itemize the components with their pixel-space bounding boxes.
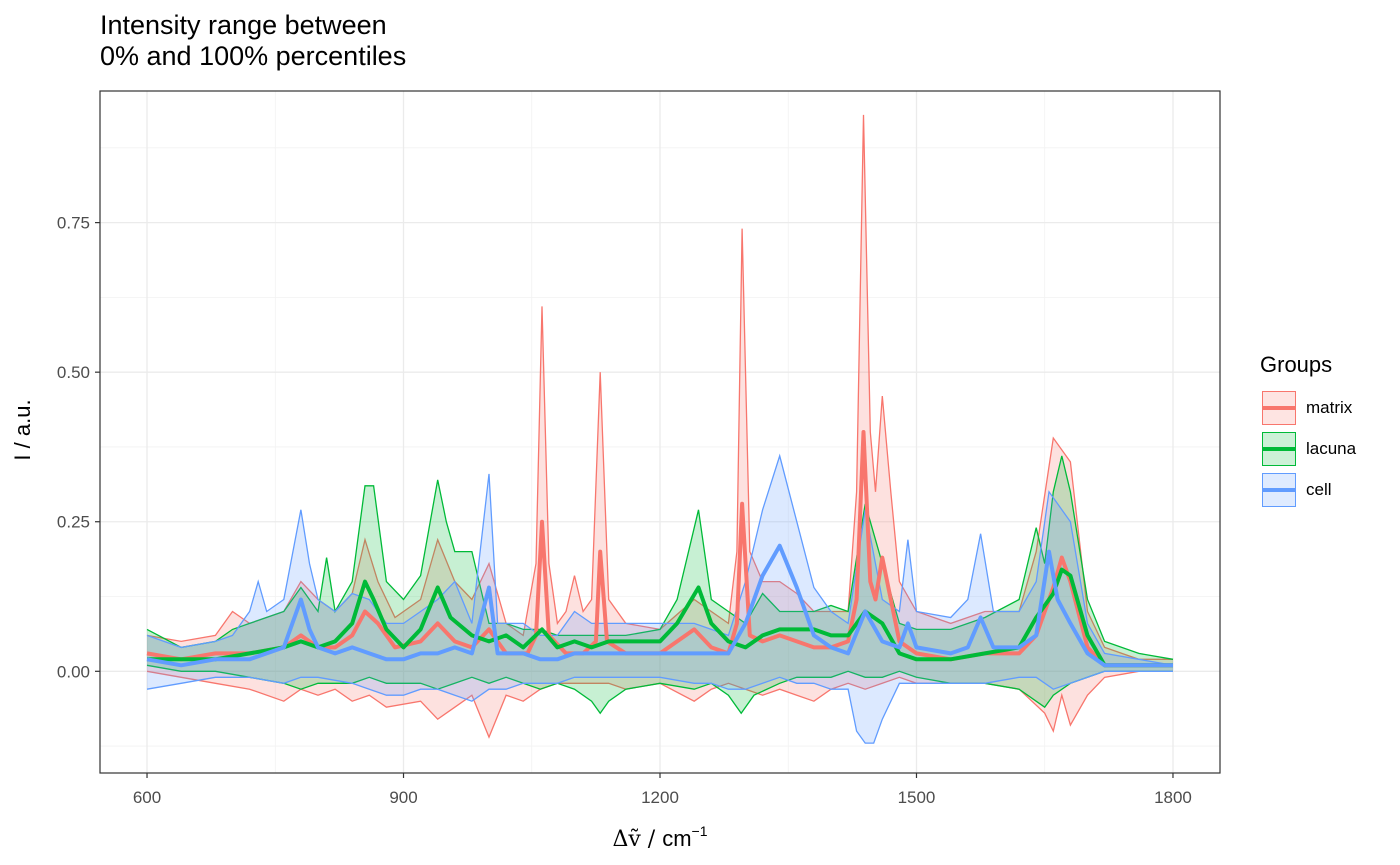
legend-item-lacuna: lacuna xyxy=(1260,428,1356,469)
chart-title: Intensity range between 0% and 100% perc… xyxy=(100,10,406,72)
y-axis-label: I / a.u. xyxy=(10,399,35,460)
x-tick-label: 900 xyxy=(389,788,417,807)
range-band-cell xyxy=(147,455,1173,744)
y-tick-label: 0.00 xyxy=(57,662,90,681)
range-band-upper-lacuna xyxy=(146,455,1174,660)
x-tick-label: 600 xyxy=(133,788,161,807)
range-band-upper-cell xyxy=(146,453,1174,666)
grid-lines xyxy=(100,91,1220,773)
legend-items: matrix lacuna cell xyxy=(1260,387,1356,510)
legend-label: matrix xyxy=(1306,397,1353,417)
x-tick-label: 1200 xyxy=(641,788,679,807)
x-tick-label: 1800 xyxy=(1154,788,1192,807)
legend-item-cell: cell xyxy=(1260,469,1356,510)
legend-key-lacuna xyxy=(1260,430,1298,468)
legend-label: cell xyxy=(1306,479,1332,499)
range-band-lower-cell xyxy=(146,670,1173,744)
x-tick-label: 1500 xyxy=(898,788,936,807)
legend: Groups matrix lacuna cell xyxy=(1260,352,1356,510)
y-tick-label: 0.25 xyxy=(57,513,90,532)
legend-label: lacuna xyxy=(1306,438,1357,458)
legend-key-cell xyxy=(1260,471,1298,509)
y-tick-label: 0.50 xyxy=(57,363,90,382)
mean-lines xyxy=(146,430,1173,668)
y-tick-label: 0.75 xyxy=(57,214,90,233)
chart-title-line-2: 0% and 100% percentiles xyxy=(100,41,407,71)
mean-line-lacuna xyxy=(147,567,1173,668)
range-band-upper-matrix xyxy=(146,114,1173,660)
mean-line-cell xyxy=(146,543,1173,668)
legend-key-matrix xyxy=(1260,389,1298,427)
legend-item-matrix: matrix xyxy=(1260,387,1356,428)
range-band-matrix xyxy=(147,114,1173,738)
x-axis: 600 900 1200 1500 1800 xyxy=(133,773,1192,807)
legend-title: Groups xyxy=(1260,352,1333,377)
chart-title-line-1: Intensity range between xyxy=(100,10,387,40)
x-axis-label: Δṽ / cm−1 xyxy=(612,823,707,852)
y-axis: 0.00 0.25 0.50 0.75 xyxy=(57,214,100,681)
